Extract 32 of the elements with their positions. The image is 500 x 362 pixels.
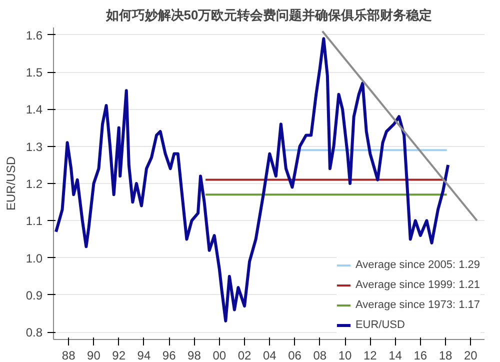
y-tick-label: 0.9 (26, 288, 43, 302)
y-tick-label: 0.8 (26, 326, 43, 340)
y-tick-label: 1.2 (26, 177, 43, 191)
y-tick-label: 1.0 (26, 251, 43, 266)
x-tick-label: 92 (112, 348, 126, 362)
y-tick-label: 1.1 (26, 214, 43, 228)
x-tick-label: 98 (188, 348, 202, 362)
chart-title: 如何巧妙解决50万欧元转会费问题并确保俱乐部财务稳定 (104, 8, 432, 22)
x-tick-label: 06 (288, 348, 302, 362)
x-tick-label: 08 (313, 348, 327, 362)
legend-label: Average since 1973: 1.17 (355, 299, 480, 311)
x-tick-label: 04 (262, 348, 277, 362)
x-tick-label: 00 (212, 348, 226, 362)
y-tick-label: 1.3 (26, 140, 43, 154)
x-tick-label: 20 (464, 348, 478, 362)
x-tick-label: 10 (338, 348, 352, 362)
x-tick-label: 18 (438, 348, 453, 362)
y-tick-label: 1.6 (26, 28, 43, 42)
y-tick-label: 1.4 (26, 102, 43, 117)
x-tick-label: 02 (238, 348, 252, 362)
x-tick-label: 96 (162, 348, 176, 362)
x-tick-label: 16 (414, 348, 428, 362)
y-tick-label: 1.5 (26, 66, 43, 80)
x-tick-label: 88 (62, 348, 76, 362)
legend-label: Average since 1999: 1.21 (355, 279, 480, 291)
legend-label: Average since 2005: 1.29 (355, 259, 480, 271)
x-tick-label: 90 (87, 348, 101, 362)
y-axis-title: EUR/USD (4, 156, 18, 211)
legend-label: EUR/USD (355, 319, 405, 331)
x-tick-label: 14 (388, 348, 402, 362)
x-tick-label: 12 (363, 348, 378, 362)
x-tick-label: 94 (137, 348, 151, 362)
